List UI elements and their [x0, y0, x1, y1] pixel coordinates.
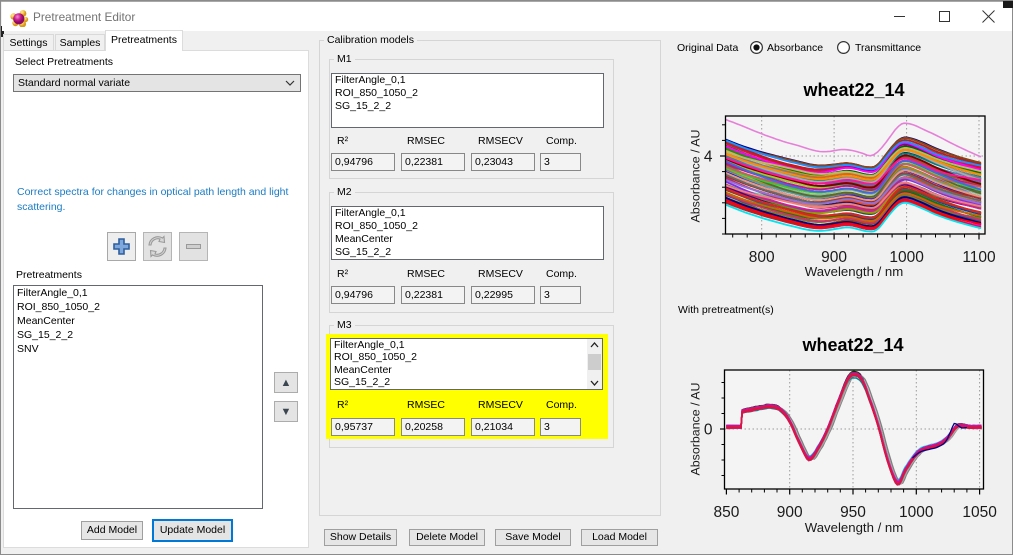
- svg-text:Absorbance / AU: Absorbance / AU: [689, 383, 703, 476]
- svg-text:0: 0: [704, 422, 713, 439]
- svg-text:4: 4: [704, 149, 713, 166]
- svg-text:1050: 1050: [962, 504, 997, 521]
- svg-text:Absorbance / AU: Absorbance / AU: [689, 130, 703, 223]
- svg-text:900: 900: [821, 249, 847, 266]
- svg-text:Wavelength / nm: Wavelength / nm: [805, 520, 903, 535]
- svg-text:Wavelength / nm: Wavelength / nm: [805, 264, 903, 279]
- svg-text:wheat22_14: wheat22_14: [802, 80, 904, 100]
- svg-text:1000: 1000: [889, 249, 924, 266]
- svg-text:1100: 1100: [962, 249, 996, 266]
- svg-text:1000: 1000: [899, 504, 934, 521]
- svg-text:wheat22_14: wheat22_14: [801, 335, 903, 355]
- svg-text:850: 850: [713, 504, 739, 521]
- svg-text:950: 950: [840, 504, 866, 521]
- svg-text:900: 900: [777, 504, 803, 521]
- svg-text:800: 800: [749, 249, 775, 266]
